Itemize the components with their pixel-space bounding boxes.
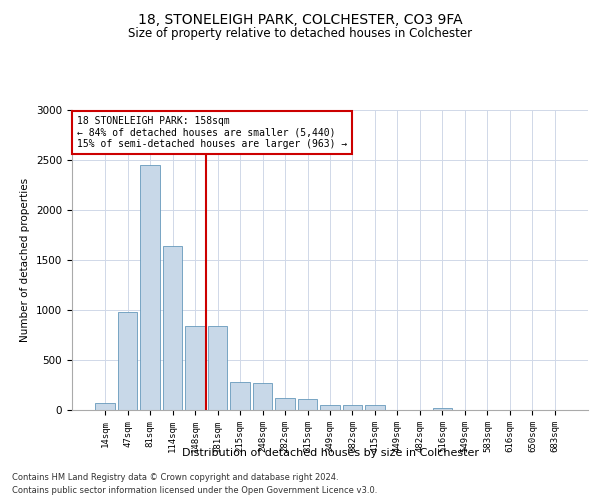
- Bar: [343, 405, 362, 410]
- Bar: [208, 326, 227, 410]
- Y-axis label: Number of detached properties: Number of detached properties: [20, 178, 31, 342]
- Bar: [275, 398, 295, 410]
- Bar: [433, 408, 452, 410]
- Bar: [298, 398, 317, 410]
- Text: Distribution of detached houses by size in Colchester: Distribution of detached houses by size …: [182, 448, 479, 458]
- Text: 18 STONELEIGH PARK: 158sqm
← 84% of detached houses are smaller (5,440)
15% of s: 18 STONELEIGH PARK: 158sqm ← 84% of deta…: [77, 116, 347, 149]
- Text: Size of property relative to detached houses in Colchester: Size of property relative to detached ho…: [128, 28, 472, 40]
- Bar: [253, 382, 272, 410]
- Bar: [320, 405, 340, 410]
- Bar: [163, 246, 182, 410]
- Bar: [95, 403, 115, 410]
- Text: 18, STONELEIGH PARK, COLCHESTER, CO3 9FA: 18, STONELEIGH PARK, COLCHESTER, CO3 9FA: [137, 12, 463, 26]
- Bar: [140, 165, 160, 410]
- Bar: [230, 382, 250, 410]
- Bar: [185, 326, 205, 410]
- Bar: [118, 312, 137, 410]
- Bar: [365, 404, 385, 410]
- Text: Contains public sector information licensed under the Open Government Licence v3: Contains public sector information licen…: [12, 486, 377, 495]
- Text: Contains HM Land Registry data © Crown copyright and database right 2024.: Contains HM Land Registry data © Crown c…: [12, 472, 338, 482]
